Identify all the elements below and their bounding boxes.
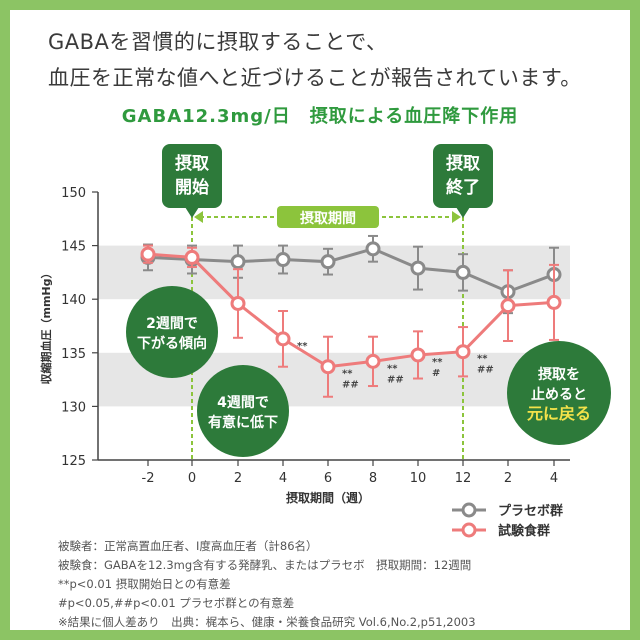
y-tick-label-125: 125 — [61, 454, 86, 469]
legend-test-food-marker — [461, 522, 477, 538]
period-arrow-left — [194, 211, 203, 223]
test-food-significance-4-0: ** — [342, 369, 353, 380]
note-significance-placebo: #p<0.05,##p<0.01 プラセボ群との有意差 — [58, 596, 295, 610]
y-tick-label-135: 135 — [61, 347, 86, 362]
two-week-callout-text-0: 2週間で — [146, 316, 198, 332]
y-axis-title: 収縮期血圧（mmHg） — [39, 267, 53, 384]
test-food-point-4 — [320, 359, 336, 375]
test-food-significance-7-0: ** — [477, 354, 488, 365]
note-test-food: 被験食：GABAを12.3mg含有する発酵乳、またはプラセボ 摂取期間：12週間 — [58, 558, 472, 572]
intro-line-1: GABAを習慣的に摂取することで、 — [48, 30, 388, 54]
x-tick-label-5: 8 — [369, 471, 377, 486]
placebo-point-6 — [410, 260, 426, 276]
y-tick-label-140: 140 — [61, 293, 86, 308]
placebo-point-7 — [455, 264, 471, 280]
x-tick-label-9: 4 — [550, 471, 558, 486]
legend-test-food-label: 試験食群 — [498, 523, 550, 539]
test-food-point-3 — [275, 331, 291, 347]
y-tick-label-145: 145 — [61, 240, 86, 255]
placebo-point-5 — [365, 241, 381, 257]
placebo-point-3 — [275, 252, 291, 268]
placebo-point-2 — [230, 254, 246, 270]
intro-line-2: 血圧を正常な値へと近づけることが報告されています。 — [48, 66, 582, 90]
two-week-callout-text-1: 下がる傾向 — [137, 335, 207, 352]
x-tick-label-1: 0 — [188, 471, 196, 486]
x-tick-label-4: 6 — [324, 471, 332, 486]
y-tick-label-130: 130 — [61, 400, 86, 415]
x-tick-label-7: 12 — [455, 471, 472, 486]
test-food-significance-3-0: ** — [297, 341, 308, 352]
x-tick-label-3: 4 — [279, 471, 287, 486]
test-food-point-1 — [184, 249, 200, 265]
test-food-significance-5-1: ## — [387, 374, 404, 385]
period-label-box — [277, 206, 379, 228]
test-food-point-5 — [365, 353, 381, 369]
two-week-callout-circle — [126, 286, 218, 378]
test-food-series-line — [147, 252, 555, 369]
period-arrow-right — [452, 211, 461, 223]
note-source: ※結果に個人差あり 出典：梶本ら、健康・栄養食品研究 Vol.6,No.2,p5… — [58, 615, 476, 629]
note-significance-start: **p<0.01 摂取開始日との有意差 — [58, 577, 231, 591]
intake-start-callout-text-1: 開始 — [175, 177, 209, 198]
intake-end-callout-text-0: 摂取 — [446, 153, 480, 174]
test-food-significance-7-1: ## — [477, 365, 494, 376]
intake-start-callout-box — [162, 144, 222, 208]
legend-placebo-label: プラセボ群 — [498, 503, 563, 519]
test-food-significance-6-1: # — [432, 368, 440, 379]
blood-pressure-chart: 125 130 135 140 145 150 -2 0 2 4 6 8 10 12 2 4 摂取期間（週） 収縮… — [39, 144, 611, 539]
x-tick-label-8: 2 — [504, 471, 512, 486]
intake-end-callout-text-1: 終了 — [446, 177, 480, 198]
test-food-significance-4-1: ## — [342, 380, 359, 391]
test-food-point-6 — [410, 347, 426, 363]
legend-placebo-marker — [461, 502, 477, 518]
four-week-callout-text-0: 4週間で — [217, 395, 269, 411]
note-subjects: 被験者：正常高置血圧者、I度高血圧者（計86名） — [58, 539, 318, 553]
intake-start-callout-text-0: 摂取 — [175, 153, 209, 174]
period-label: 摂取期間 — [300, 210, 356, 227]
four-week-callout-circle — [197, 365, 289, 457]
intake-start-callout-pointer — [185, 207, 199, 218]
chart-title: GABA12.3mg/日 摂取による血圧降下作用 — [121, 106, 519, 127]
intake-start-callout: 摂取開始 — [162, 144, 222, 218]
four-week-callout-text-1: 有意に低下 — [208, 414, 278, 431]
test-food-significance-5-0: ** — [387, 363, 398, 374]
infographic-card: GABAを習慣的に摂取することで、 血圧を正常な値へと近づけることが報告されてい… — [10, 10, 630, 630]
intake-end-callout-box — [433, 144, 493, 208]
test-food-point-7 — [455, 344, 471, 360]
test-food-point-8 — [500, 298, 516, 314]
test-food-significance-6-0: ** — [432, 357, 443, 368]
stop-intake-callout-text-1: 止めると — [531, 386, 587, 403]
y-tick-label-150: 150 — [61, 186, 86, 201]
placebo-series-line — [147, 247, 555, 294]
x-tick-label-0: -2 — [142, 471, 155, 486]
x-tick-label-6: 10 — [410, 471, 427, 486]
x-tick-label-2: 2 — [234, 471, 242, 486]
placebo-point-4 — [320, 254, 336, 270]
x-axis-title: 摂取期間（週） — [286, 490, 370, 505]
stop-intake-callout-text-2: 元に戻る — [527, 404, 591, 423]
test-food-point-2 — [230, 295, 246, 311]
stop-intake-callout-text-0: 摂取を — [538, 366, 580, 383]
stop-intake-callout-circle — [507, 341, 611, 445]
intake-end-callout-pointer — [456, 207, 470, 218]
test-food-point-0 — [140, 246, 156, 262]
test-food-point-9 — [546, 294, 562, 310]
